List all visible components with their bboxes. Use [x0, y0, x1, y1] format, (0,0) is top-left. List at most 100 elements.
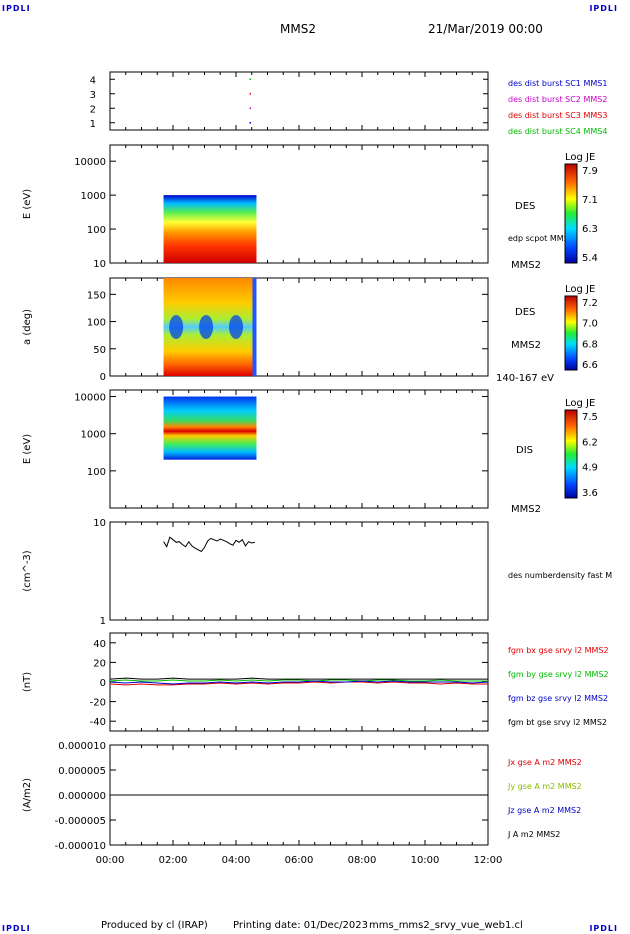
plot-date: 21/Mar/2019 00:00	[428, 22, 543, 36]
y-tick-label: 2	[90, 104, 96, 115]
colorbar-tick-label: 7.0	[582, 319, 598, 330]
colorbar-tick-label: 7.2	[582, 298, 598, 309]
y-tick-label: 0.000010	[58, 741, 106, 752]
y-axis-label: E (eV)	[22, 189, 33, 219]
pitch-angle-feature	[169, 315, 184, 339]
availability-panel-frame	[109, 71, 489, 131]
x-tick-label: 02:00	[159, 855, 188, 866]
magnetic-field-series-line	[109, 679, 488, 682]
y-axis-label: a (deg)	[22, 309, 33, 345]
availability-legend-entry: des dist burst SC4 MMS4	[508, 127, 607, 136]
colorbar	[564, 295, 578, 371]
y-tick-label: 40	[93, 639, 106, 650]
magnetic-field-legend-entry: fgm by gse srvy l2 MMS2	[508, 670, 609, 679]
magnetic-field-series-line	[109, 680, 489, 685]
y-tick-label: 0.000005	[58, 766, 106, 777]
magnetic-field-series-line	[109, 677, 488, 680]
y-tick-label: 3	[90, 90, 96, 101]
footer-file-name: mms_mms2_srvy_vue_web1.cl	[369, 920, 523, 931]
footer-printing-date: Printing date: 01/Dec/2023	[233, 920, 369, 931]
panel-label: MMS2	[511, 260, 541, 271]
x-tick-label: 10:00	[411, 855, 440, 866]
y-tick-label: 10	[93, 518, 106, 529]
availability-mark	[249, 92, 251, 95]
availability-mark	[249, 107, 251, 110]
colorbar-tick-label: 7.5	[582, 412, 598, 423]
y-tick-label: -0.000005	[55, 816, 106, 827]
y-tick-label: 10000	[74, 393, 106, 404]
footer-producer: Produced by cl (IRAP)	[101, 920, 208, 931]
y-tick-label: 100	[87, 318, 106, 329]
colorbar-tick-label: 3.6	[582, 488, 598, 499]
y-tick-label: 1000	[81, 430, 106, 441]
y-tick-label: 4	[90, 75, 96, 86]
y-tick-label: 0	[100, 372, 106, 383]
density-legend-entry: des numberdensity fast M	[508, 571, 612, 580]
magnetic-field-legend-entry: fgm bz gse srvy l2 MMS2	[508, 694, 608, 703]
magnetic-field-series-line	[109, 681, 488, 686]
availability-legend-entry: des dist burst SC1 MMS1	[508, 79, 607, 88]
current-density-legend-entry: Jx gse A m2 MMS2	[507, 758, 582, 767]
x-tick-label: 08:00	[348, 855, 377, 866]
x-tick-label: 00:00	[96, 855, 125, 866]
y-tick-label: 1	[100, 616, 106, 627]
pitch-angle-feature	[229, 315, 243, 339]
y-tick-label: 20	[93, 658, 106, 669]
y-tick-label: -0.000010	[55, 841, 106, 852]
magnetic-field-legend-entry: fgm bx gse srvy l2 MMS2	[508, 646, 609, 655]
magnetic-field-legend-entry: fgm bt gse srvy l2 MMS2	[508, 718, 607, 727]
colorbar-tick-label: 6.6	[582, 360, 598, 371]
y-tick-label: -20	[90, 698, 106, 709]
y-tick-label: 10000	[74, 157, 106, 168]
current-density-legend-entry: Jz gse A m2 MMS2	[507, 806, 581, 815]
pitch-angle-feature	[199, 315, 214, 339]
x-tick-label: 04:00	[222, 855, 251, 866]
y-tick-label: 150	[87, 290, 106, 301]
colorbar-tick-label: 7.1	[582, 195, 598, 206]
pitch-angle-edge	[252, 278, 257, 376]
dis-energy-spectrogram	[163, 396, 257, 460]
corner-label-top-left: IPDLI	[2, 4, 31, 13]
panel-label: MMS2	[511, 340, 541, 351]
colorbar-tick-label: 6.8	[582, 339, 598, 350]
colorbar-tick-label: 7.9	[582, 166, 598, 177]
availability-legend-entry: des dist burst SC2 MMS2	[508, 95, 607, 104]
page-title: MMS2	[280, 22, 316, 36]
corner-label-top-right: IPDLI	[589, 4, 618, 13]
colorbar-tick-label: 6.3	[582, 224, 598, 235]
colorbar-tick-label: 4.9	[582, 463, 598, 474]
x-tick-label: 12:00	[474, 855, 503, 866]
density-series-line	[163, 536, 256, 553]
y-tick-label: 10	[93, 259, 106, 270]
availability-mark	[249, 121, 251, 124]
colorbar-title: Log JE	[565, 284, 595, 295]
colorbar	[564, 409, 578, 499]
y-tick-label: -40	[90, 717, 106, 728]
density-panel-frame	[109, 521, 489, 621]
colorbar-tick-label: 5.4	[582, 253, 598, 264]
panel-label: DIS	[516, 445, 533, 456]
y-tick-label: 100	[87, 225, 106, 236]
colorbar-tick-label: 6.2	[582, 437, 598, 448]
panel-label: edp scpot MMS2	[508, 234, 574, 243]
corner-label-bottom-right: IPDLI	[589, 924, 618, 933]
colorbar-title: Log JE	[565, 398, 595, 409]
panel-label: DES	[515, 307, 535, 318]
panel-label: 140-167 eV	[496, 373, 554, 384]
availability-mark	[249, 78, 251, 81]
current-density-legend-entry: Jy gse A m2 MMS2	[507, 782, 582, 791]
y-tick-label: 100	[87, 467, 106, 478]
corner-label-bottom-left: IPDLI	[2, 924, 31, 933]
y-tick-label: 1000	[81, 191, 106, 202]
panel-label: MMS2	[511, 504, 541, 515]
y-tick-label: 1	[90, 119, 96, 130]
y-axis-label: (A/m2)	[22, 778, 33, 812]
y-tick-label: 0	[100, 678, 106, 689]
y-axis-label: (nT)	[22, 672, 33, 692]
panel-label: DES	[515, 201, 535, 212]
des-energy-spectrogram	[163, 195, 257, 263]
colorbar	[564, 163, 578, 264]
y-axis-label: E (eV)	[22, 434, 33, 464]
x-tick-label: 06:00	[285, 855, 314, 866]
